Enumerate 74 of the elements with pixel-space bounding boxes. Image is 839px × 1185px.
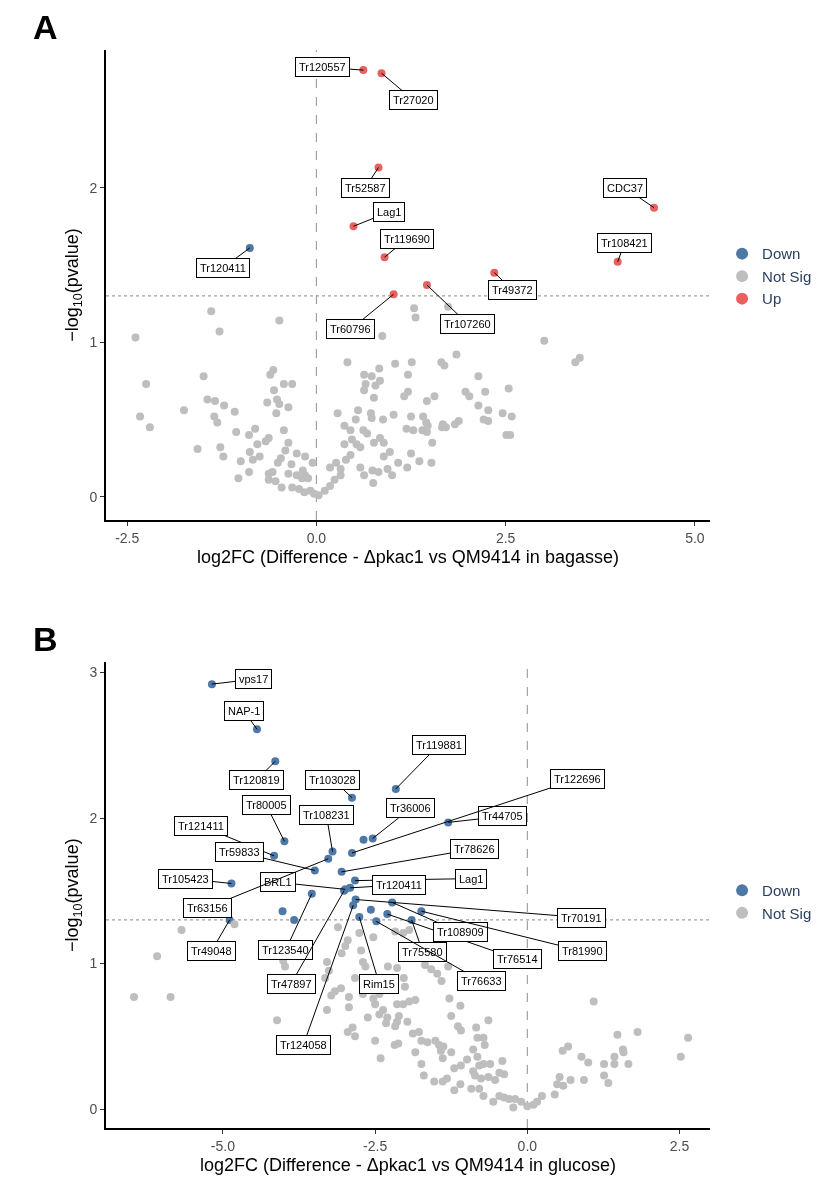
x-tick-label: -2.5 (363, 1137, 388, 1154)
annotation: Tr120819 (233, 774, 280, 786)
x-axis-title: log2FC (Difference - Δpkac1 vs QM9414 in glucose) (200, 1155, 616, 1176)
y-tick-label: 1 (89, 955, 98, 972)
point (649, 203, 658, 212)
legend-label: Not Sig (762, 267, 812, 285)
x-tick-label: 5.0 (685, 529, 705, 546)
point (347, 848, 356, 857)
point (380, 253, 389, 262)
annotation: Tr105423 (162, 873, 209, 885)
annotation: Tr49048 (191, 945, 232, 957)
annotation: Tr47897 (271, 978, 312, 990)
y-tick-label: 2 (89, 179, 98, 196)
y-tick-label: 0 (89, 1100, 98, 1117)
annotation: Tr108909 (437, 926, 484, 938)
annotation: Tr108231 (303, 809, 350, 821)
annotation: CDC37 (607, 182, 644, 194)
annotation: Tr52587 (345, 182, 386, 194)
annotation: Tr76514 (497, 953, 538, 965)
y-tick-label: 3 (89, 664, 98, 681)
point (337, 867, 346, 876)
annotation: Tr121411 (178, 820, 224, 832)
x-tick-label: -5.0 (210, 1137, 236, 1154)
annotation: Lag1 (377, 206, 402, 218)
annotation: Tr44705 (482, 810, 523, 822)
annotation: Tr27020 (393, 94, 434, 106)
annotation: Tr107260 (444, 318, 491, 330)
y-tick-label: 0 (89, 488, 98, 505)
y-tick-label: 1 (89, 334, 98, 351)
text: B (33, 620, 58, 658)
annotation: Tr81990 (562, 945, 603, 957)
annotation: Lag1 (459, 873, 484, 885)
annotation: vps17 (239, 673, 269, 685)
legend-label: Down (762, 245, 801, 263)
x-tick-label: -2.5 (115, 529, 140, 546)
annotation: Tr103028 (309, 774, 356, 786)
annotation: Tr49372 (492, 284, 533, 296)
annotation: Tr36006 (390, 802, 431, 814)
annotation: Rim15 (363, 978, 395, 990)
annotation: Tr124058 (280, 1039, 327, 1051)
point (359, 835, 368, 844)
annotation: Tr70191 (561, 912, 602, 924)
legend-label: Not Sig (762, 904, 812, 922)
x-tick-label: 2.5 (669, 1137, 690, 1154)
annotation: Tr63156 (187, 902, 228, 914)
point (355, 912, 364, 921)
annotation: Tr59833 (219, 846, 260, 858)
x-tick-label: 2.5 (495, 529, 516, 546)
annotation: Tr108421 (601, 237, 648, 249)
point (372, 917, 381, 926)
point (351, 876, 360, 885)
annotation: Tr60796 (330, 323, 371, 335)
y-tick-label: 2 (89, 809, 98, 826)
annotation: Tr119690 (384, 233, 430, 245)
text: A (33, 8, 58, 46)
annotation: Tr122696 (554, 773, 601, 785)
x-tick-label: 0.0 (306, 529, 327, 546)
annotation: Tr120411 (200, 262, 246, 274)
legend-label: Up (762, 290, 782, 308)
point (290, 915, 299, 924)
x-axis-title: log2FC (Difference - Δpkac1 vs QM9414 in bagasse) (197, 547, 619, 568)
x-tick-label: 0.0 (517, 1137, 538, 1154)
annotation: NAP-1 (228, 705, 261, 717)
point (422, 281, 431, 289)
annotation: Tr119881 (416, 739, 462, 751)
annotation: Tr120411 (376, 879, 422, 891)
point (278, 907, 287, 916)
legend-label: Down (762, 882, 801, 900)
annotation: Tr120557 (299, 61, 346, 73)
annotation: Tr78626 (454, 843, 495, 855)
point (366, 905, 375, 914)
annotation: Tr76633 (461, 975, 502, 987)
annotation: Tr123540 (262, 944, 309, 956)
annotation: Tr80005 (246, 799, 287, 811)
